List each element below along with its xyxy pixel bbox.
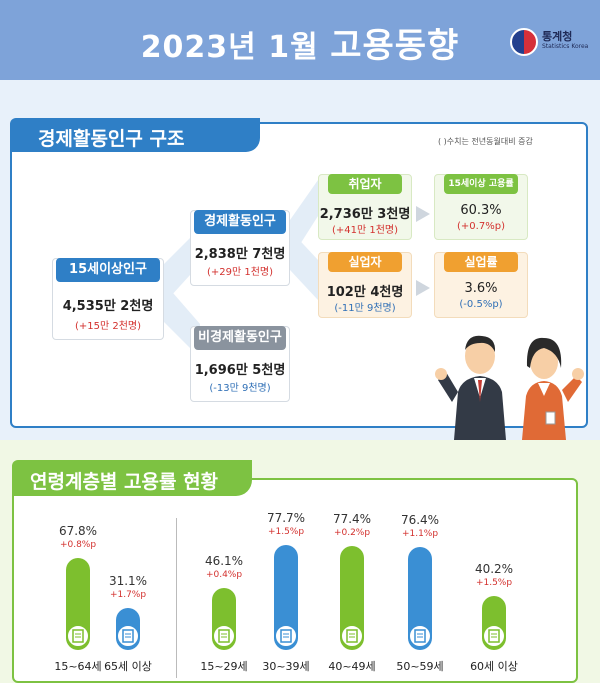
population15-value: 4,535만 2천명 — [62, 299, 154, 314]
age-rate-value: 46.1% — [204, 554, 244, 568]
document-icon — [116, 624, 140, 648]
logo-name: 통계청 — [542, 30, 573, 43]
unemployed-value: 102만 4천명 — [326, 285, 404, 300]
unemployment-rate-label: 실업률 — [444, 252, 518, 272]
unemployment-rate-value: 3.6% — [464, 281, 498, 296]
document-icon — [274, 624, 298, 648]
arrows — [416, 206, 430, 296]
age-group-label: 15~64세 — [54, 660, 102, 673]
age-group-label: 50~59세 — [396, 660, 444, 673]
employment-rate-label: 15세이상 고용률 — [444, 174, 518, 194]
unemployed-label: 실업자 — [328, 252, 402, 272]
age-rate-change: +0.4%p — [205, 570, 243, 580]
title-main: 고용동향 — [330, 26, 460, 66]
unemployed-change: (-11만 9천명) — [334, 303, 396, 314]
age-group-label: 30~39세 — [262, 660, 310, 673]
title-year: 2023년 — [140, 30, 257, 65]
age-group-label: 15~29세 — [200, 660, 248, 673]
change-note: ( )수치는 전년동월대비 증감 — [438, 137, 533, 146]
inactive-label: 비경제활동인구 — [194, 326, 286, 350]
age-section-tab — [12, 460, 252, 496]
structure-section-title: 경제활동인구 구조 — [38, 128, 185, 150]
employed-value: 2,736만 3천명 — [319, 207, 411, 222]
age-rate-value: 77.4% — [332, 512, 372, 526]
structure-section-tab — [10, 118, 260, 152]
header-banner — [0, 0, 600, 80]
employed-label: 취업자 — [328, 174, 402, 194]
age-rate-value: 67.8% — [58, 524, 98, 538]
age-rate-change: +1.7%p — [109, 590, 147, 600]
age-rate-value: 77.7% — [266, 511, 306, 525]
age-rate-change: +0.8%p — [59, 540, 97, 550]
age-group-label: 65세 이상 — [104, 660, 152, 673]
employment-rate-value: 60.3% — [460, 203, 502, 218]
inactive-value: 1,696만 5천명 — [194, 363, 286, 378]
age-rate-value: 31.1% — [108, 574, 148, 588]
taegeuk-logo-icon — [510, 28, 538, 56]
group-divider — [176, 518, 177, 678]
age-group-label: 60세 이상 — [470, 660, 518, 673]
document-icon — [408, 624, 432, 648]
document-icon — [212, 624, 236, 648]
age-rate-change: +1.1%p — [401, 529, 439, 539]
population15-label: 15세이상인구 — [56, 258, 160, 282]
document-icon — [482, 624, 506, 648]
active-value: 2,838만 7천명 — [194, 247, 286, 262]
connector-right — [290, 180, 318, 300]
age-rate-change: +1.5%p — [267, 527, 305, 537]
unemployment-rate-change: (-0.5%p) — [459, 299, 503, 310]
title-month: 1월 — [268, 30, 319, 65]
age-rate-value: 40.2% — [474, 562, 514, 576]
age-group-label: 40~49세 — [328, 660, 376, 673]
population15-change: (+15만 2천명) — [74, 321, 142, 332]
age-rate-value: 76.4% — [400, 513, 440, 527]
employed-change: (+41만 1천명) — [331, 225, 399, 236]
document-icon — [340, 624, 364, 648]
business-people-illustration — [435, 335, 584, 440]
active-label: 경제활동인구 — [194, 210, 286, 234]
age-rate-change: +0.2%p — [333, 528, 371, 538]
logo-subtitle: Statistics Korea — [542, 43, 589, 50]
document-icon — [66, 624, 90, 648]
active-change: (+29만 1천명) — [206, 267, 274, 278]
age-rate-change: +1.5%p — [475, 578, 513, 588]
employment-rate-change: (+0.7%p) — [457, 221, 505, 232]
page-title: 2023년 1월 고용동향 — [0, 18, 600, 67]
inactive-change: (-13만 9천명) — [209, 383, 271, 394]
statistics-korea-logo: 통계청 Statistics Korea — [510, 24, 590, 58]
age-section-title: 연령계층별 고용률 현황 — [30, 471, 219, 493]
